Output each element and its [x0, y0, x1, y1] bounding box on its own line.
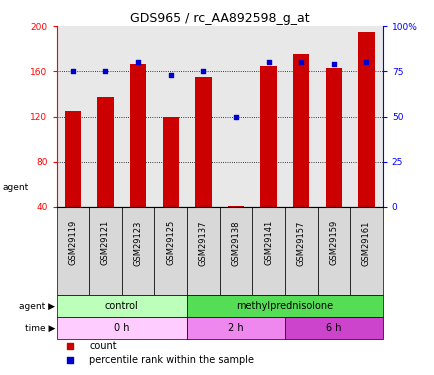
Text: GSM29121: GSM29121 — [101, 220, 110, 266]
Text: 2 h: 2 h — [228, 323, 243, 333]
Bar — [219, 207, 252, 295]
Text: agent: agent — [2, 183, 28, 192]
Point — [135, 59, 141, 65]
Text: GSM29123: GSM29123 — [133, 220, 142, 266]
Bar — [130, 63, 146, 207]
Text: 6 h: 6 h — [326, 323, 341, 333]
Text: GSM29119: GSM29119 — [68, 220, 77, 266]
Bar — [260, 66, 276, 207]
Point — [297, 59, 304, 65]
Point — [102, 68, 108, 74]
Text: time ▶: time ▶ — [24, 324, 55, 333]
Point — [167, 72, 174, 78]
Text: GSM29157: GSM29157 — [296, 220, 305, 266]
Title: GDS965 / rc_AA892598_g_at: GDS965 / rc_AA892598_g_at — [130, 12, 309, 25]
Text: GSM29138: GSM29138 — [231, 220, 240, 266]
Bar — [65, 111, 81, 207]
Point — [199, 68, 207, 74]
Bar — [162, 117, 178, 207]
Bar — [293, 54, 309, 207]
Text: methylprednisolone: methylprednisolone — [236, 301, 333, 311]
Point — [362, 59, 369, 65]
Bar — [89, 207, 122, 295]
Text: GSM29137: GSM29137 — [198, 220, 207, 266]
Point — [232, 114, 239, 120]
Text: count: count — [89, 341, 117, 351]
Bar — [284, 207, 317, 295]
Text: control: control — [105, 301, 138, 311]
Text: GSM29161: GSM29161 — [361, 220, 370, 266]
Bar — [56, 317, 187, 339]
Text: percentile rank within the sample: percentile rank within the sample — [89, 356, 253, 366]
Bar — [97, 98, 113, 207]
Bar — [122, 207, 154, 295]
Bar — [325, 68, 341, 207]
Text: 0 h: 0 h — [114, 323, 129, 333]
Bar — [252, 207, 284, 295]
Bar — [56, 207, 89, 295]
Bar — [317, 207, 349, 295]
Point — [66, 344, 73, 350]
Text: GSM29159: GSM29159 — [329, 220, 338, 266]
Point — [265, 59, 272, 65]
Bar — [195, 77, 211, 207]
Text: GSM29125: GSM29125 — [166, 220, 175, 266]
Bar — [187, 207, 219, 295]
Bar — [56, 295, 187, 317]
Bar — [349, 207, 382, 295]
Bar — [187, 295, 382, 317]
Bar — [154, 207, 187, 295]
Bar — [187, 317, 284, 339]
Text: agent ▶: agent ▶ — [19, 302, 55, 311]
Point — [66, 357, 73, 363]
Point — [330, 61, 337, 67]
Bar — [284, 317, 382, 339]
Bar — [227, 206, 243, 207]
Bar — [358, 32, 374, 207]
Point — [69, 68, 76, 74]
Text: GSM29141: GSM29141 — [263, 220, 273, 266]
